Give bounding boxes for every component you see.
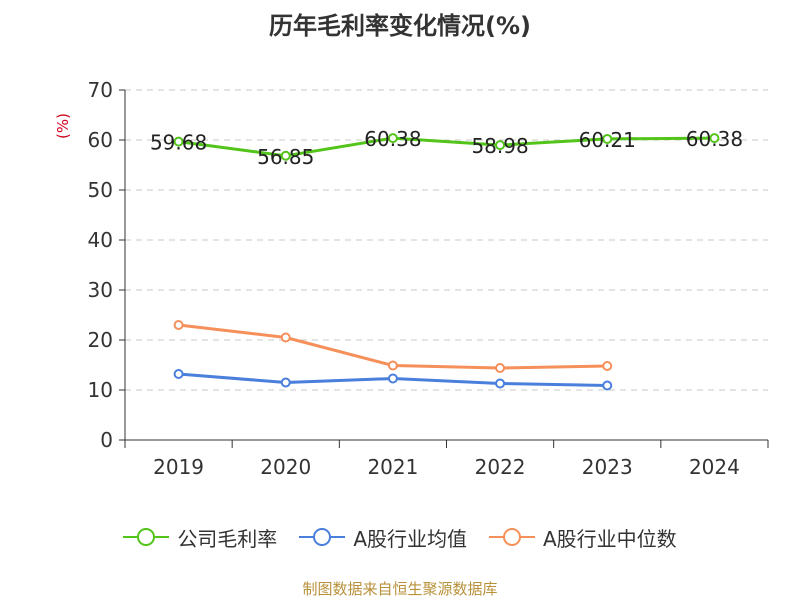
x-tick-label: 2019 xyxy=(153,455,204,479)
legend-marker-icon xyxy=(489,527,535,547)
legend-marker-icon xyxy=(299,527,346,547)
series-line xyxy=(178,136,715,158)
data-point xyxy=(173,320,184,330)
data-point xyxy=(602,361,613,371)
y-tick-label: 30 xyxy=(88,278,113,302)
line-chart: 0 10 20 30 40 50 60 70 2019 2020 2021 2022 2023 2024 (… xyxy=(54,78,769,479)
legend: 公司毛利率 A股行业均值 A股行业中位数 xyxy=(0,520,800,554)
data-point xyxy=(387,373,398,384)
y-tick-label: 20 xyxy=(88,328,113,352)
data-point xyxy=(387,360,398,371)
legend-label: A股行业中位数 xyxy=(543,526,677,551)
x-tick-label: 2023 xyxy=(582,455,633,479)
y-tick-label: 40 xyxy=(88,228,113,252)
data-point xyxy=(602,133,613,144)
legend-label: A股行业均值 xyxy=(353,526,467,551)
data-point xyxy=(280,377,291,388)
data-point xyxy=(280,150,291,161)
y-tick-label: 50 xyxy=(88,178,113,202)
legend-item[interactable]: A股行业中位数 xyxy=(489,523,677,552)
x-tick-label: 2022 xyxy=(475,455,526,479)
data-point xyxy=(495,363,506,373)
data-point xyxy=(173,369,184,379)
data-label: 60.38 xyxy=(364,127,421,151)
legend-label: 公司毛利率 xyxy=(177,526,278,551)
data-label: 58.98 xyxy=(471,134,528,158)
data-point xyxy=(280,332,291,343)
data-point xyxy=(387,133,398,144)
x-tick-label: 2024 xyxy=(689,455,740,479)
legend-marker-icon xyxy=(123,527,170,547)
data-label: 59.68 xyxy=(150,131,207,155)
source-note: 制图数据来自恒生聚源数据库 xyxy=(302,580,498,598)
legend-item[interactable]: A股行业均值 xyxy=(299,523,467,552)
data-point xyxy=(495,378,506,389)
y-axis-label: (%) xyxy=(54,113,72,139)
y-tick-label: 10 xyxy=(88,378,113,402)
data-point xyxy=(602,380,613,391)
x-tick-label: 2021 xyxy=(367,455,418,479)
y-tick-label: 60 xyxy=(88,128,113,152)
legend-item[interactable]: 公司毛利率 xyxy=(123,523,277,552)
y-tick-label: 0 xyxy=(100,428,113,452)
x-tick-label: 2020 xyxy=(260,455,311,479)
chart-title: 历年毛利率变化情况(%) xyxy=(269,12,531,40)
y-tick-label: 70 xyxy=(88,78,113,102)
data-label: 60.21 xyxy=(579,128,636,152)
data-point xyxy=(173,136,184,147)
data-point xyxy=(495,140,506,151)
data-point xyxy=(709,133,720,144)
data-label: 60.38 xyxy=(686,127,743,151)
data-label: 56.85 xyxy=(257,145,314,169)
